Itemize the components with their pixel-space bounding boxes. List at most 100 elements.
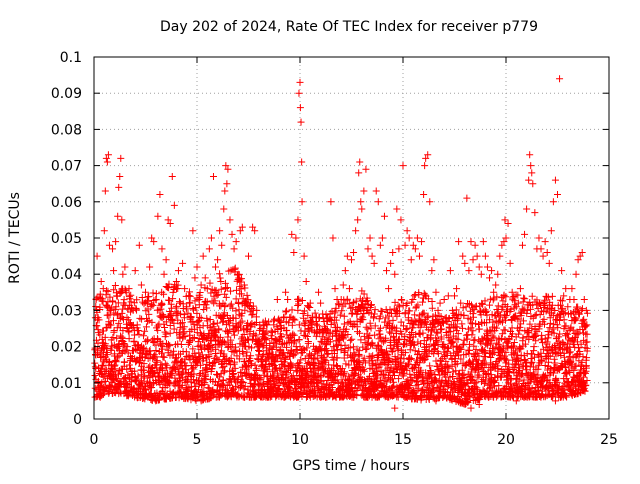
data-point bbox=[330, 350, 338, 358]
data-point bbox=[493, 293, 501, 301]
data-point bbox=[231, 358, 239, 366]
data-point bbox=[216, 274, 224, 282]
data-point bbox=[286, 314, 294, 322]
data-point bbox=[337, 296, 345, 304]
data-point bbox=[241, 284, 249, 292]
data-point bbox=[420, 319, 428, 327]
data-point bbox=[209, 172, 217, 180]
data-point bbox=[232, 314, 240, 322]
data-point bbox=[576, 347, 584, 355]
data-point bbox=[191, 387, 199, 395]
data-point bbox=[428, 304, 436, 312]
data-point bbox=[579, 353, 587, 361]
data-point bbox=[298, 158, 306, 166]
data-point bbox=[512, 347, 520, 355]
data-point bbox=[118, 216, 126, 224]
data-point bbox=[97, 277, 105, 285]
data-point bbox=[290, 331, 298, 339]
data-point bbox=[162, 256, 170, 264]
data-point bbox=[98, 392, 106, 400]
data-point bbox=[453, 285, 461, 293]
data-point bbox=[489, 318, 497, 326]
data-point bbox=[222, 162, 230, 170]
data-point bbox=[205, 353, 213, 361]
data-point bbox=[514, 291, 522, 299]
data-point bbox=[336, 311, 344, 319]
data-point bbox=[460, 340, 468, 348]
data-point bbox=[558, 267, 566, 275]
data-point bbox=[148, 318, 156, 326]
data-point bbox=[566, 348, 574, 356]
data-point bbox=[556, 75, 564, 83]
data-point bbox=[432, 336, 440, 344]
data-point bbox=[112, 358, 120, 366]
data-point bbox=[297, 356, 305, 364]
data-point bbox=[242, 299, 250, 307]
data-point bbox=[559, 305, 567, 313]
data-point bbox=[340, 354, 348, 362]
data-point bbox=[195, 349, 203, 357]
data-point bbox=[156, 191, 164, 199]
data-point bbox=[420, 289, 428, 297]
data-point bbox=[189, 365, 197, 373]
data-point bbox=[174, 281, 182, 289]
data-point bbox=[401, 349, 409, 357]
data-point bbox=[417, 371, 425, 379]
data-point bbox=[448, 306, 456, 314]
data-point bbox=[312, 391, 320, 399]
data-point bbox=[174, 267, 182, 275]
data-point bbox=[438, 376, 446, 384]
data-point bbox=[255, 343, 263, 351]
data-point bbox=[395, 245, 403, 253]
data-point bbox=[194, 318, 202, 326]
data-point bbox=[98, 362, 106, 370]
data-point bbox=[227, 300, 235, 308]
data-point bbox=[348, 380, 356, 388]
data-point bbox=[397, 216, 405, 224]
data-point bbox=[121, 263, 129, 271]
data-point bbox=[530, 343, 538, 351]
data-point bbox=[160, 393, 168, 401]
data-point bbox=[497, 353, 505, 361]
data-point bbox=[401, 241, 409, 249]
data-point bbox=[340, 368, 348, 376]
data-point bbox=[92, 303, 100, 311]
data-point bbox=[494, 319, 502, 327]
data-point bbox=[239, 378, 247, 386]
data-point bbox=[557, 296, 565, 304]
data-point bbox=[545, 259, 553, 267]
data-point bbox=[340, 320, 348, 328]
data-point bbox=[94, 326, 102, 334]
data-point bbox=[426, 362, 434, 370]
data-point bbox=[390, 382, 398, 390]
data-point bbox=[109, 245, 117, 253]
data-point bbox=[472, 346, 480, 354]
data-point bbox=[109, 317, 117, 325]
data-point bbox=[541, 361, 549, 369]
data-point bbox=[378, 307, 386, 315]
data-point bbox=[538, 356, 546, 364]
data-point bbox=[267, 332, 275, 340]
data-point bbox=[358, 205, 366, 213]
data-point bbox=[395, 309, 403, 317]
data-point bbox=[102, 154, 110, 162]
y-tick-label: 0.01 bbox=[51, 376, 82, 392]
data-point bbox=[582, 306, 590, 314]
data-point bbox=[466, 392, 474, 400]
data-point bbox=[216, 270, 224, 278]
data-point bbox=[166, 220, 174, 228]
data-point bbox=[442, 357, 450, 365]
data-point bbox=[125, 361, 133, 369]
data-point bbox=[283, 307, 291, 315]
data-point bbox=[194, 394, 202, 402]
data-point bbox=[304, 311, 312, 319]
data-point bbox=[489, 296, 497, 304]
data-point bbox=[580, 369, 588, 377]
data-point bbox=[548, 301, 556, 309]
data-point bbox=[371, 331, 379, 339]
data-point bbox=[191, 274, 199, 282]
data-point bbox=[120, 340, 128, 348]
data-point bbox=[578, 248, 586, 256]
data-point bbox=[314, 322, 322, 330]
data-point bbox=[302, 365, 310, 373]
